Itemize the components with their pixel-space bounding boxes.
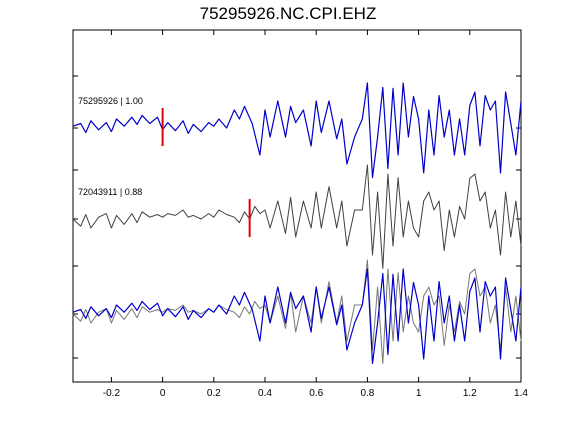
x-tick-label: 0 — [160, 388, 166, 399]
series-overlay-master — [72, 268, 522, 365]
series-other — [72, 164, 522, 269]
trace-label: 75295926 | 1.00 — [78, 96, 143, 106]
x-tick-label: 1 — [416, 388, 422, 399]
x-tick-label: 0.4 — [258, 388, 272, 399]
series-overlay-other — [72, 259, 522, 364]
x-tick-label: 1.2 — [463, 388, 477, 399]
trace-label: 72043911 | 0.88 — [78, 187, 142, 197]
chart-title: 75295926.NC.CPI.EHZ — [199, 4, 377, 23]
x-axis: -0.2 0 0.2 0.4 0.6 0.8 1 1.2 1.4 — [103, 30, 528, 399]
pick-markers — [161, 108, 251, 237]
series-group — [72, 82, 522, 365]
x-tick-label: 0.2 — [207, 388, 221, 399]
axes-frame — [72, 29, 522, 383]
trace-labels: 75295926 | 1.00 72043911 | 0.88 — [78, 96, 143, 197]
plot-frame — [72, 29, 522, 383]
x-tick-label: -0.2 — [103, 388, 121, 399]
series-master — [72, 82, 522, 179]
x-tick-label: 0.6 — [309, 388, 323, 399]
x-tick-label: 1.4 — [514, 388, 528, 399]
x-tick-label: 0.8 — [360, 388, 374, 399]
